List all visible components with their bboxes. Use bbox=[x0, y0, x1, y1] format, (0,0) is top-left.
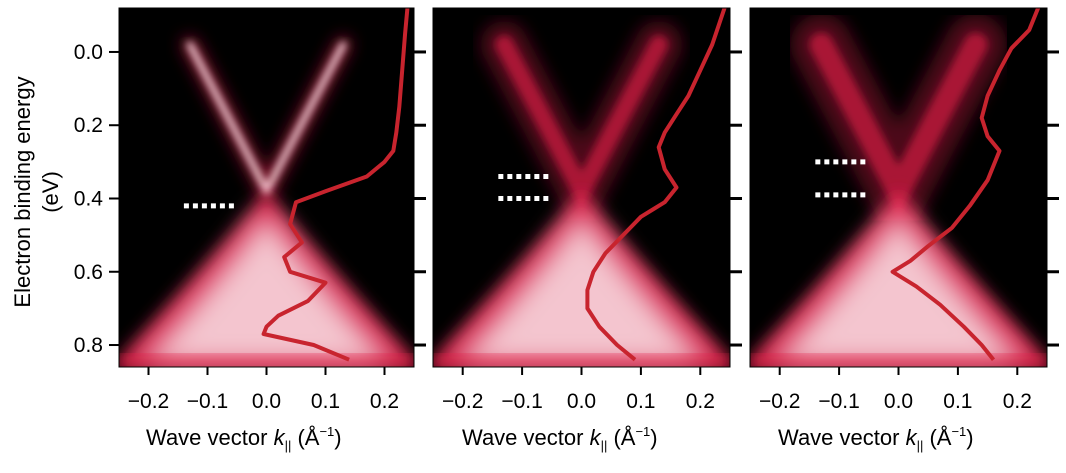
bottom-band bbox=[119, 356, 414, 367]
x-tick-label: 0.0 bbox=[884, 390, 913, 413]
x-label-variable: k bbox=[905, 425, 917, 450]
heatmap-intensity bbox=[119, 8, 414, 367]
upper-cone bbox=[495, 35, 668, 212]
heatmap-intensity bbox=[433, 8, 730, 367]
x-label-unit: (Å bbox=[291, 425, 320, 450]
x-label-unit-exponent: −1 bbox=[951, 424, 967, 439]
bottom-band bbox=[750, 356, 1047, 367]
edc-curve bbox=[890, 8, 1041, 361]
x-label-prefix: Wave vector bbox=[778, 425, 906, 450]
x-label-unit-close: ) bbox=[334, 425, 342, 450]
panel-frame bbox=[118, 7, 415, 368]
x-tick-label: −0.2 bbox=[128, 390, 169, 413]
x-tick-label: 0.2 bbox=[686, 390, 715, 413]
x-label-unit-exponent: −1 bbox=[319, 424, 335, 439]
x-tick-label: 0.1 bbox=[943, 390, 972, 413]
y-tick-label: 0.6 bbox=[74, 261, 103, 284]
x-label-subscript: || bbox=[916, 438, 924, 453]
x-label-variable: k bbox=[273, 425, 285, 450]
y-tick-label: 0.0 bbox=[74, 41, 103, 64]
x-label-unit: (Å bbox=[923, 425, 952, 450]
x-tick-label: −0.1 bbox=[818, 390, 859, 413]
x-label-unit-close: ) bbox=[650, 425, 658, 450]
x-tick-label: −0.1 bbox=[501, 390, 542, 413]
edc-curve bbox=[261, 8, 410, 362]
x-tick-label: −0.2 bbox=[442, 390, 483, 413]
y-tick-label: 0.4 bbox=[74, 187, 104, 210]
y-axis-label: Electron binding energy (eV) bbox=[10, 76, 63, 308]
panel-frame bbox=[432, 7, 731, 368]
x-label-unit-exponent: −1 bbox=[635, 424, 651, 439]
upper-cone bbox=[809, 32, 988, 218]
x-label-subscript: || bbox=[600, 438, 608, 453]
x-tick-label: −0.1 bbox=[187, 390, 228, 413]
upper-cone bbox=[186, 41, 347, 199]
x-label-variable: k bbox=[589, 425, 601, 450]
x-tick-label: 0.0 bbox=[252, 390, 281, 413]
x-axis-label-panel-3: Wave vector k|| (Å−1) bbox=[778, 424, 974, 453]
panel-2: −0.2 −0.1 0.0 0.1 0.2 bbox=[432, 7, 742, 413]
y-tick-label: 0.2 bbox=[74, 114, 103, 137]
x-axis-label-panel-2: Wave vector k|| (Å−1) bbox=[462, 424, 658, 453]
x-tick-label: 0.0 bbox=[567, 390, 596, 413]
panel-frame bbox=[749, 7, 1048, 368]
lower-cone-core bbox=[136, 209, 397, 367]
x-tick-label: 0.1 bbox=[311, 390, 340, 413]
bottom-band bbox=[433, 356, 730, 367]
panel-1: −0.2 −0.1 0.0 0.1 0.2 0.0 0.2 0.4 0.6 0.8 bbox=[74, 7, 426, 413]
edc-curve bbox=[585, 8, 727, 362]
x-tick-label: 0.2 bbox=[370, 390, 399, 413]
heatmap-intensity bbox=[750, 8, 1047, 367]
y-tick-label: 0.8 bbox=[74, 334, 103, 357]
x-label-prefix: Wave vector bbox=[146, 425, 274, 450]
x-label-unit-close: ) bbox=[966, 425, 974, 450]
x-label-unit: (Å bbox=[607, 425, 636, 450]
x-tick-label: 0.1 bbox=[626, 390, 655, 413]
x-label-prefix: Wave vector bbox=[462, 425, 590, 450]
x-axis-label-panel-1: Wave vector k|| (Å−1) bbox=[146, 424, 342, 453]
x-tick-label: −0.2 bbox=[759, 390, 800, 413]
x-label-subscript: || bbox=[284, 438, 292, 453]
panel-3: −0.2 −0.1 0.0 0.1 0.2 bbox=[749, 7, 1059, 413]
lower-cone-core bbox=[450, 209, 713, 367]
x-tick-label: 0.2 bbox=[1003, 390, 1032, 413]
